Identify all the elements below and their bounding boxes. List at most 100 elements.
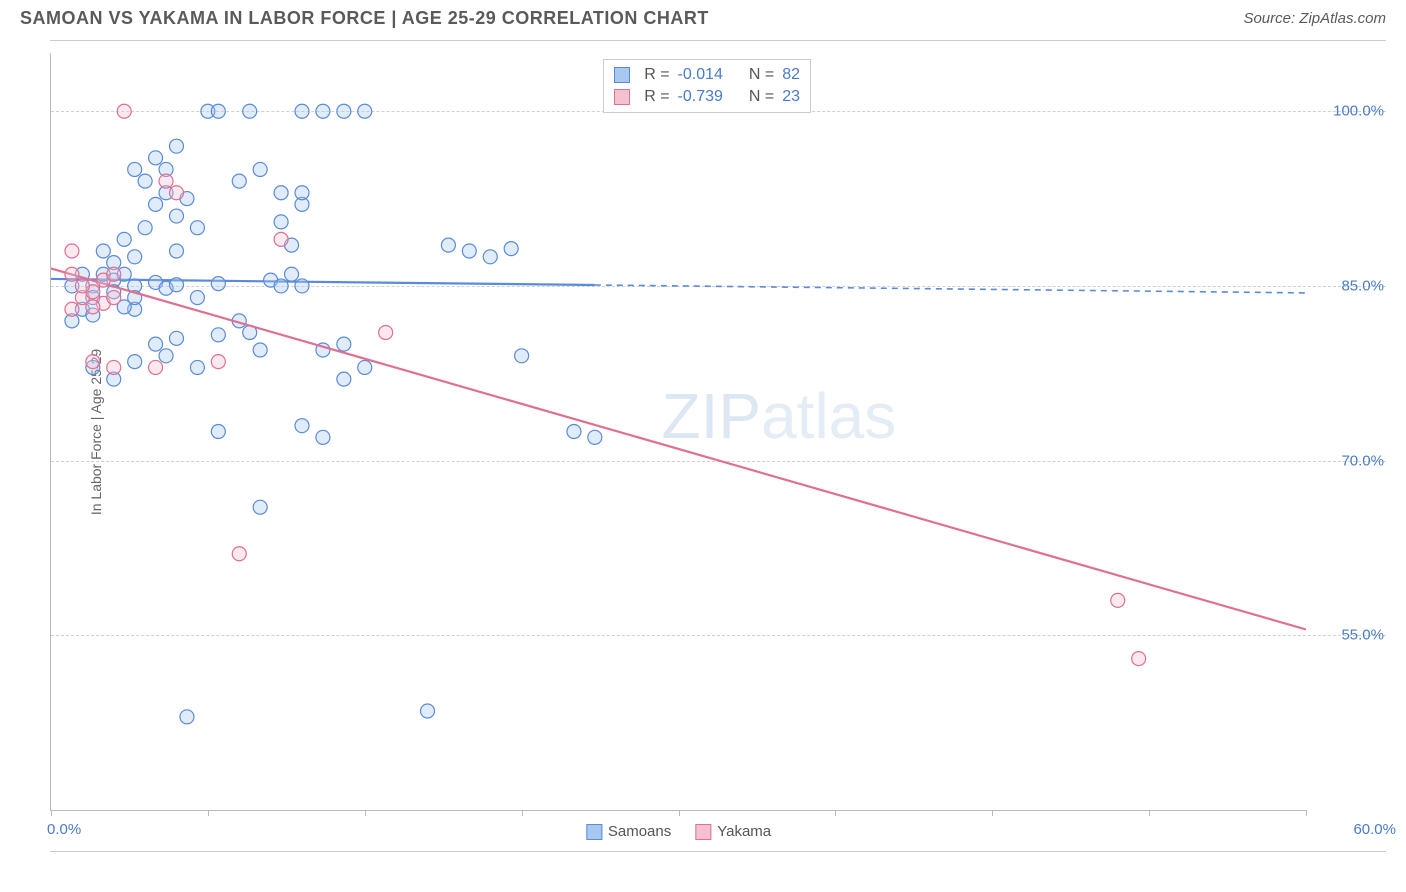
data-point-samoans [190,221,204,235]
data-point-samoans [190,291,204,305]
data-point-yakama [107,267,121,281]
r-label: R = [644,88,669,106]
data-point-samoans [128,355,142,369]
r-value: -0.014 [678,66,723,84]
data-point-samoans [295,279,309,293]
scatter-plot-svg [51,53,1306,810]
legend-swatch [614,67,630,83]
data-point-samoans [170,331,184,345]
data-point-yakama [117,104,131,118]
x-tick [522,810,523,816]
x-axis-max-label: 60.0% [1353,821,1396,838]
plot-area: In Labor Force | Age 25-29 55.0%70.0%85.… [50,53,1306,811]
data-point-yakama [65,302,79,316]
data-point-samoans [316,104,330,118]
correlation-legend: R = -0.014 N = 82 R = -0.739 N = 23 [603,59,811,113]
data-point-samoans [295,186,309,200]
data-point-samoans [96,244,110,258]
data-point-yakama [274,232,288,246]
data-point-samoans [588,430,602,444]
y-tick-label: 85.0% [1341,277,1384,294]
data-point-samoans [421,704,435,718]
data-point-samoans [170,244,184,258]
data-point-samoans [274,279,288,293]
chart-title: SAMOAN VS YAKAMA IN LABOR FORCE | AGE 25… [20,8,709,29]
legend-swatch [614,89,630,105]
data-point-samoans [441,238,455,252]
legend-item: Yakama [695,823,771,840]
data-point-samoans [462,244,476,258]
correlation-legend-row: R = -0.739 N = 23 [614,86,800,108]
data-point-yakama [107,291,121,305]
trendline-yakama [51,268,1306,629]
series-legend: Samoans Yakama [586,823,771,840]
data-point-samoans [253,162,267,176]
x-tick [1306,810,1307,816]
data-point-yakama [149,360,163,374]
data-point-samoans [337,372,351,386]
data-point-samoans [232,174,246,188]
data-point-yakama [107,360,121,374]
data-point-yakama [86,300,100,314]
x-tick [51,810,52,816]
data-point-samoans [138,174,152,188]
data-point-samoans [180,710,194,724]
r-label: R = [644,66,669,84]
data-point-samoans [190,360,204,374]
data-point-samoans [274,215,288,229]
data-point-samoans [149,337,163,351]
data-point-samoans [515,349,529,363]
x-tick [679,810,680,816]
data-point-samoans [149,151,163,165]
x-tick [992,810,993,816]
data-point-yakama [75,279,89,293]
legend-item: Samoans [586,823,671,840]
data-point-samoans [337,104,351,118]
data-point-samoans [170,139,184,153]
legend-label: Samoans [608,823,671,840]
y-tick-label: 70.0% [1341,452,1384,469]
data-point-samoans [211,328,225,342]
data-point-samoans [128,162,142,176]
r-value: -0.739 [678,88,723,106]
data-point-samoans [170,278,184,292]
data-point-yakama [232,547,246,561]
chart-container: In Labor Force | Age 25-29 55.0%70.0%85.… [50,40,1386,852]
x-tick [835,810,836,816]
data-point-yakama [65,267,79,281]
data-point-samoans [211,277,225,291]
data-point-yakama [1132,652,1146,666]
x-tick [1149,810,1150,816]
data-point-samoans [253,343,267,357]
x-tick [365,810,366,816]
data-point-samoans [117,232,131,246]
data-point-samoans [337,337,351,351]
n-value: 82 [782,66,800,84]
data-point-samoans [159,349,173,363]
data-point-yakama [159,174,173,188]
y-tick-label: 55.0% [1341,627,1384,644]
data-point-samoans [149,197,163,211]
data-point-samoans [243,104,257,118]
data-point-samoans [285,267,299,281]
data-point-samoans [170,209,184,223]
n-label: N = [749,88,774,106]
data-point-samoans [211,425,225,439]
data-point-yakama [86,355,100,369]
data-point-samoans [274,186,288,200]
x-axis-min-label: 0.0% [47,821,81,838]
data-point-samoans [138,221,152,235]
data-point-samoans [358,104,372,118]
data-point-samoans [316,430,330,444]
data-point-yakama [65,244,79,258]
data-point-samoans [358,360,372,374]
data-point-yakama [170,186,184,200]
source-attribution: Source: ZipAtlas.com [1243,10,1386,27]
legend-label: Yakama [717,823,771,840]
x-tick [208,810,209,816]
data-point-yakama [211,355,225,369]
data-point-samoans [504,242,518,256]
correlation-legend-row: R =-0.014N =82 [614,64,800,86]
data-point-yakama [1111,593,1125,607]
n-value: 23 [782,88,800,106]
